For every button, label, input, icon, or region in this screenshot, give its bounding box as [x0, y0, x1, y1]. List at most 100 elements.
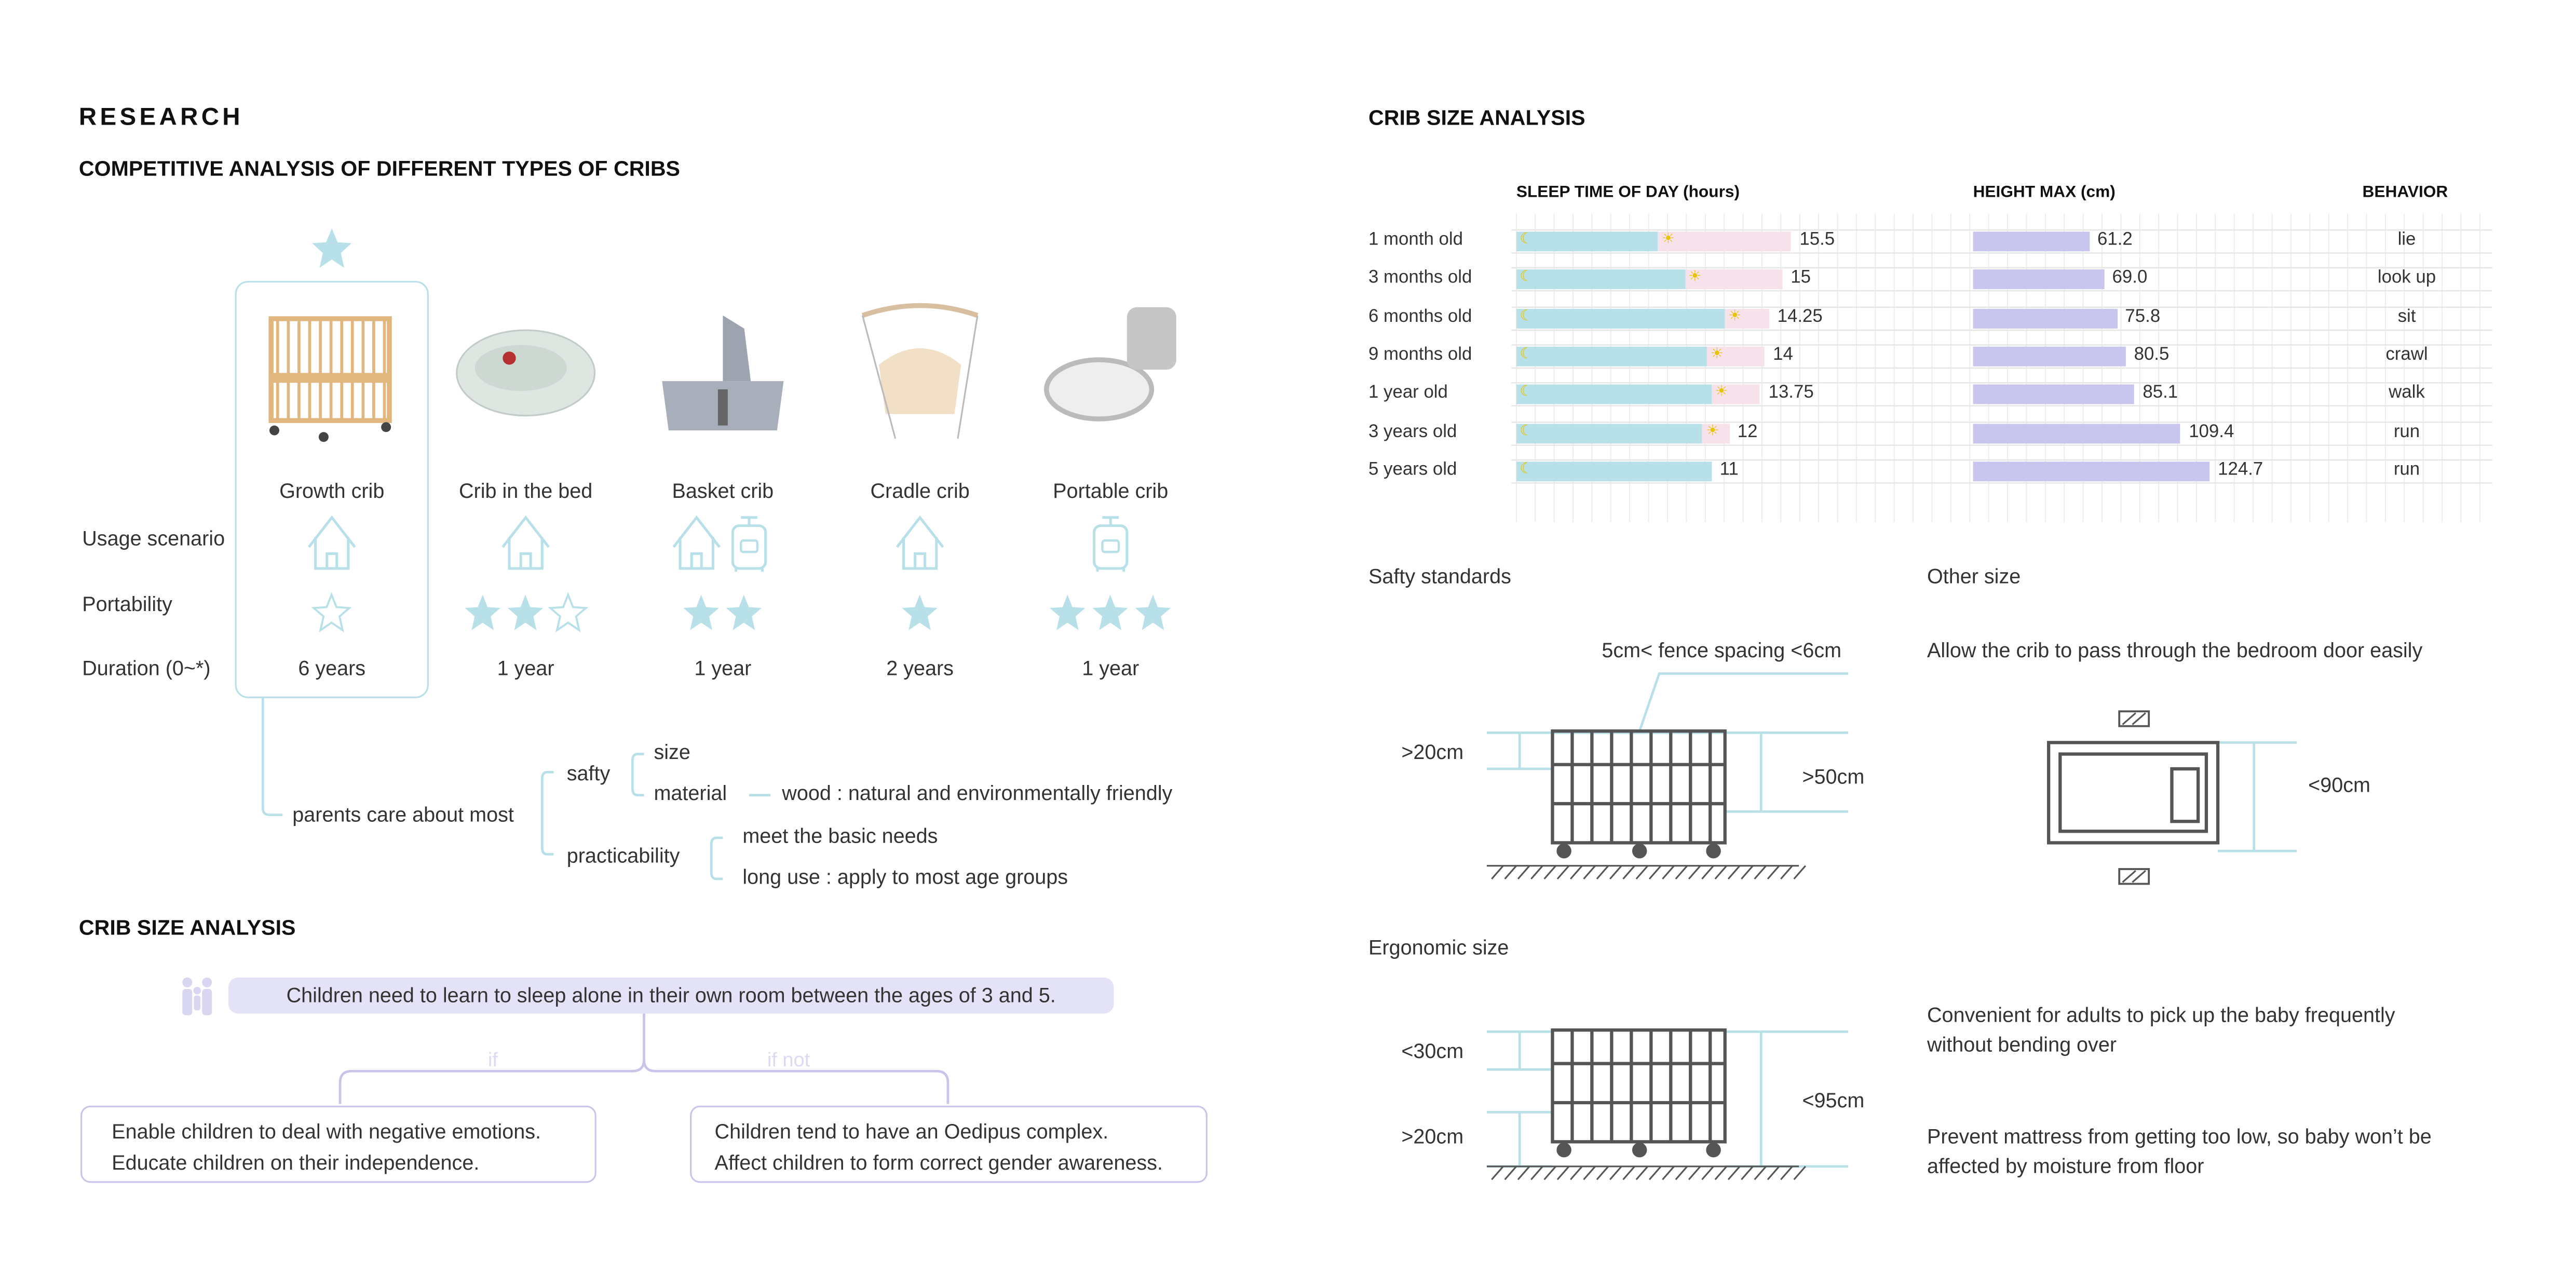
home-icon: [501, 515, 550, 570]
night-sleep-bar: [1516, 384, 1712, 404]
portability-rating: [465, 592, 589, 633]
sleep-value: 13.75: [1768, 383, 1814, 403]
ergo-bottom: >20cm: [1401, 1125, 1464, 1148]
moon-icon: ☾: [1520, 307, 1533, 324]
ergo-total: <95cm: [1802, 1089, 1865, 1113]
moon-icon: ☾: [1520, 460, 1533, 477]
ergo-note-1-line-1: Convenient for adults to pick up the bab…: [1927, 1004, 2395, 1027]
sun-icon: ☀: [1710, 345, 1724, 362]
behavior-value: run: [2393, 422, 2420, 442]
moon-icon: ☾: [1520, 345, 1533, 362]
safety-low: >20cm: [1401, 741, 1464, 764]
night-sleep-bar: [1516, 346, 1707, 367]
age-label: 3 months old: [1368, 267, 1472, 288]
recommended-star-icon: [312, 228, 352, 268]
age-label: 5 years old: [1368, 460, 1457, 480]
portability-rating: [311, 592, 352, 633]
star-filled-icon: [1135, 594, 1171, 630]
ergo-note-2: Prevent mattress from getting too low, s…: [1927, 1122, 2432, 1181]
behavior-value: lie: [2397, 230, 2416, 250]
age-label: 3 years old: [1368, 422, 1457, 442]
label-portability: Portability: [82, 593, 172, 616]
if-not-label: if not: [767, 1048, 810, 1072]
height-bar: [1973, 384, 2135, 404]
day-sleep-bar: [1725, 308, 1769, 329]
if-not-line-1: Children tend to have an Oedipus complex…: [714, 1120, 1109, 1144]
star-filled-icon: [902, 594, 938, 630]
sleep-value: 11: [1719, 460, 1739, 480]
height-bar: [1973, 232, 2090, 252]
sun-icon: ☀: [1715, 383, 1728, 399]
crib-name: Portable crib: [1053, 480, 1169, 503]
tree-material: material: [654, 782, 727, 805]
home-icon: [896, 515, 944, 570]
height-bar: [1973, 269, 2104, 289]
crib-duration: 1 year: [694, 657, 752, 681]
usage-icons: [896, 515, 944, 570]
moon-icon: ☾: [1520, 230, 1533, 247]
right-size-title: CRIB SIZE ANALYSIS: [1368, 105, 1585, 130]
sun-icon: ☀: [1705, 422, 1719, 439]
sleep-value: 12: [1737, 422, 1758, 442]
suitcase-icon: [731, 516, 767, 572]
tree-long-use: long use : apply to most age groups: [742, 865, 1068, 889]
safety-high: >50cm: [1802, 765, 1865, 789]
age-label: 6 months old: [1368, 307, 1472, 327]
age-label: 1 month old: [1368, 230, 1463, 250]
star-filled-icon: [1092, 594, 1128, 630]
height-bar: [1973, 308, 2117, 329]
crib-name: Basket crib: [672, 480, 774, 503]
crib-image: [861, 303, 979, 439]
ergo-note-2-line-2: affected by moisture from floor: [1927, 1155, 2204, 1178]
ergonomic-title: Ergonomic size: [1368, 936, 1509, 960]
if-line-1: Enable children to deal with negative em…: [112, 1120, 541, 1144]
crib-name: Crib in the bed: [458, 480, 593, 503]
ergo-note-1-line-2: without bending over: [1927, 1033, 2117, 1056]
sun-icon: ☀: [1728, 307, 1742, 324]
safety-title: Safty standards: [1368, 565, 1511, 588]
sleep-value: 15.5: [1799, 230, 1835, 250]
behavior-value: sit: [2397, 307, 2416, 327]
portability-rating: [902, 594, 938, 630]
if-outcome-box: Enable children to deal with negative em…: [80, 1105, 596, 1183]
flow-connectors: [338, 1013, 950, 1104]
day-sleep-bar: [1685, 269, 1783, 289]
moon-icon: ☾: [1520, 422, 1533, 439]
if-label: if: [487, 1048, 498, 1072]
tree-size: size: [654, 741, 690, 764]
crib-duration: 2 years: [886, 657, 954, 681]
usage-icons: [672, 515, 767, 572]
portability-rating: [1050, 594, 1171, 630]
age-label: 1 year old: [1368, 383, 1448, 403]
day-sleep-bar: [1707, 346, 1765, 367]
star-filled-icon: [683, 594, 719, 630]
star-outline-icon: [548, 592, 589, 633]
other-size-title: Other size: [1927, 565, 2021, 588]
home-icon: [672, 515, 721, 570]
statement-pill: Children need to learn to sleep alone in…: [228, 977, 1114, 1014]
if-line-2: Educate children on their independence.: [112, 1151, 480, 1175]
tree-wood: wood : natural and environmentally frien…: [782, 782, 1173, 805]
height-value: 75.8: [2125, 307, 2161, 327]
night-sleep-bar: [1516, 424, 1703, 444]
if-not-outcome-box: Children tend to have an Oedipus complex…: [690, 1105, 1208, 1183]
crib-duration: 6 years: [298, 657, 366, 681]
behavior-value: look up: [2377, 267, 2436, 288]
height-value: 69.0: [2112, 267, 2148, 288]
usage-icons: [501, 515, 550, 570]
crib-duration: 1 year: [497, 657, 554, 681]
competitive-title: COMPETITIVE ANALYSIS OF DIFFERENT TYPES …: [78, 156, 681, 181]
recommended-highlight: [235, 281, 429, 698]
other-size-desc: Allow the crib to pass through the bedro…: [1927, 639, 2423, 662]
home-icon: [307, 515, 356, 570]
tree-root: parents care about most: [292, 803, 514, 826]
height-bar: [1973, 462, 2210, 482]
sun-icon: ☀: [1661, 230, 1675, 247]
night-sleep-bar: [1516, 232, 1659, 252]
star-outline-icon: [311, 592, 352, 633]
behavior-value: run: [2393, 460, 2420, 480]
